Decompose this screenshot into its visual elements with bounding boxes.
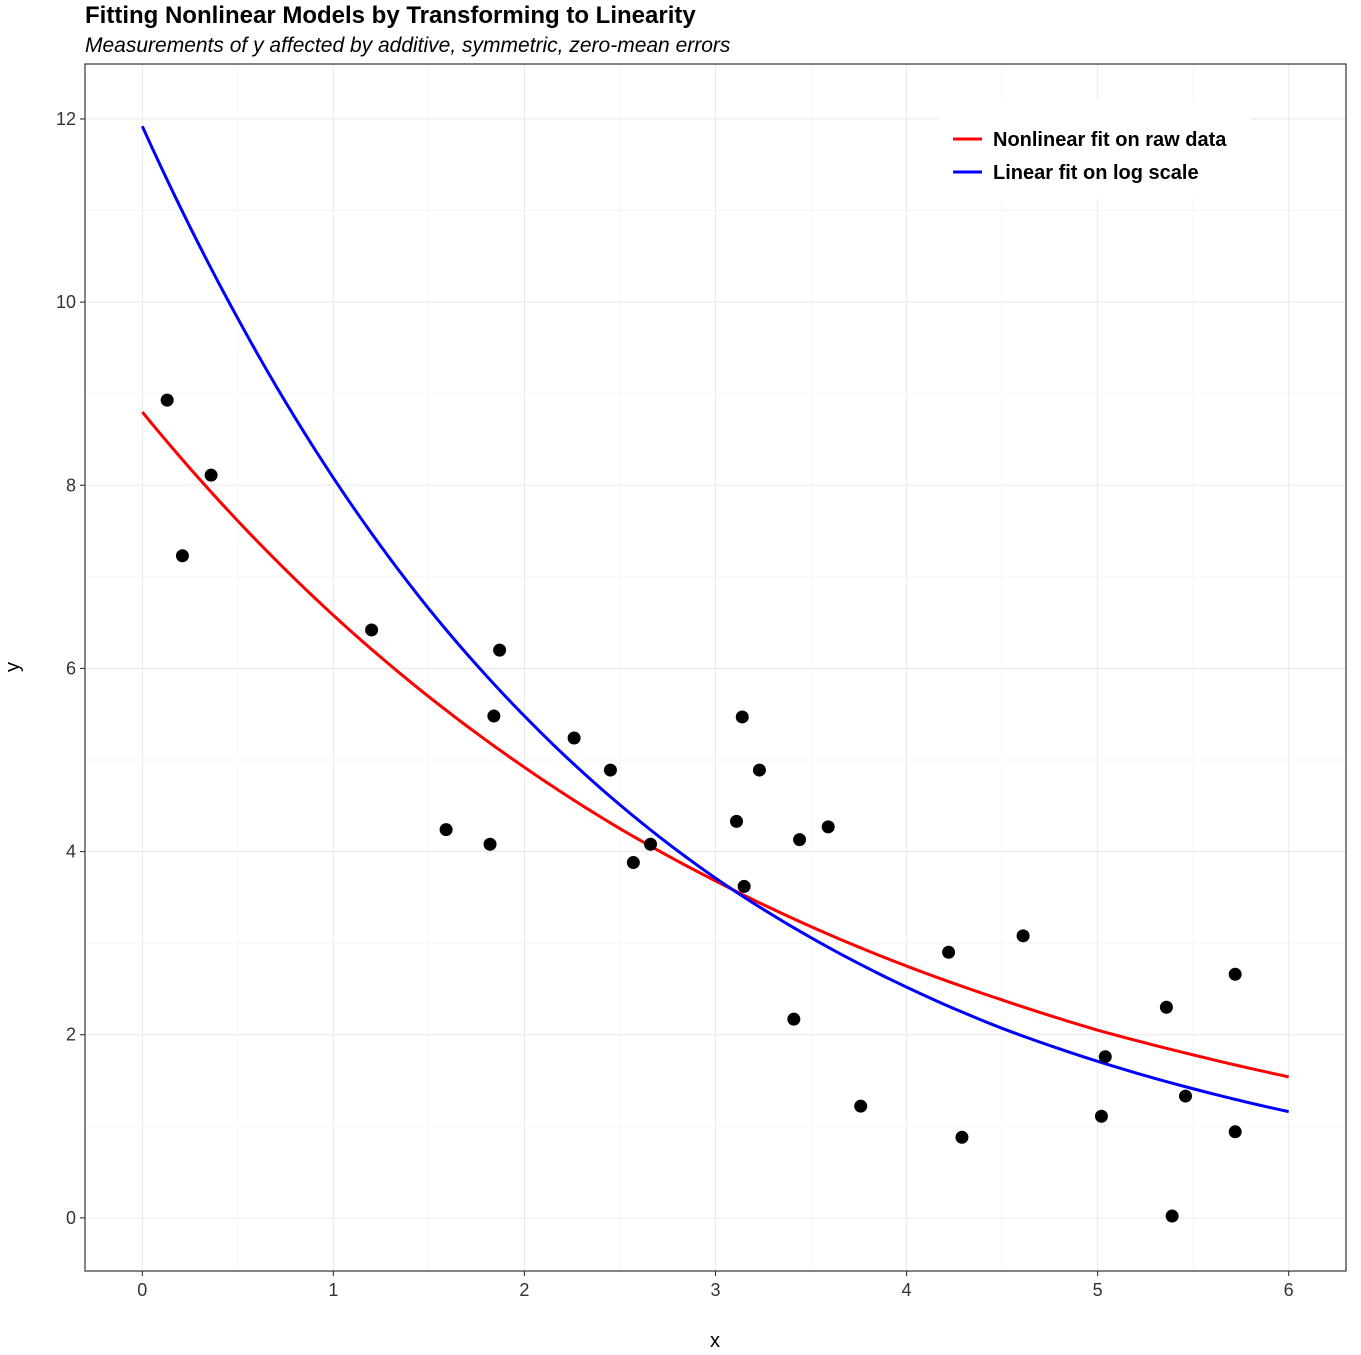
data-point — [204, 468, 218, 482]
data-point — [1159, 1000, 1173, 1014]
legend-label-log-linear: Linear fit on log scale — [993, 162, 1199, 184]
x-tick-label: 6 — [1284, 1280, 1294, 1300]
y-axis-label: y — [2, 662, 24, 672]
data-point — [483, 837, 497, 851]
data-point — [942, 945, 956, 959]
data-point — [160, 393, 174, 407]
x-axis-ticks: 0 1 2 3 4 5 6 — [137, 1271, 1294, 1300]
legend: Nonlinear fit on raw data Linear fit on … — [940, 100, 1250, 198]
data-point — [787, 1012, 801, 1026]
data-point — [567, 731, 581, 745]
data-point — [365, 623, 379, 637]
data-point — [1016, 929, 1030, 943]
data-point — [439, 823, 453, 837]
data-point — [821, 820, 835, 834]
nonlinear-fit-line — [141, 411, 1289, 1079]
data-point — [1098, 1050, 1112, 1064]
data-point — [793, 833, 807, 847]
data-point — [955, 1130, 969, 1144]
data-point — [644, 837, 658, 851]
data-point — [175, 549, 189, 563]
data-point — [603, 763, 617, 777]
data-point — [854, 1099, 868, 1113]
x-tick-label: 3 — [710, 1280, 720, 1300]
y-tick-label: 10 — [56, 292, 76, 312]
data-points — [160, 393, 1242, 1223]
data-point — [1165, 1209, 1179, 1223]
legend-label-nonlinear: Nonlinear fit on raw data — [993, 129, 1227, 151]
x-axis-label: x — [710, 1330, 720, 1352]
x-tick-label: 2 — [519, 1280, 529, 1300]
x-tick-label: 4 — [902, 1280, 912, 1300]
y-tick-label: 0 — [66, 1208, 76, 1228]
log-linear-fit-line — [140, 125, 1290, 1114]
chart-title: Fitting Nonlinear Models by Transforming… — [85, 2, 696, 29]
data-point — [735, 710, 749, 724]
y-axis-ticks: 0 2 4 6 8 10 12 — [56, 109, 85, 1228]
y-tick-label: 2 — [66, 1025, 76, 1045]
data-point — [487, 709, 501, 723]
legend-background — [940, 100, 1250, 198]
data-point — [752, 763, 766, 777]
y-tick-label: 6 — [66, 658, 76, 678]
data-point — [1179, 1089, 1193, 1103]
data-point — [1228, 967, 1242, 981]
data-point — [493, 643, 507, 657]
x-tick-label: 1 — [328, 1280, 338, 1300]
data-point — [1228, 1125, 1242, 1139]
data-point — [730, 814, 744, 828]
x-tick-label: 0 — [137, 1280, 147, 1300]
x-tick-label: 5 — [1093, 1280, 1103, 1300]
chart-subtitle: Measurements of y affected by additive, … — [85, 34, 731, 57]
data-point — [626, 856, 640, 870]
y-tick-label: 12 — [56, 109, 76, 129]
data-point — [737, 879, 751, 893]
y-tick-label: 4 — [66, 842, 76, 862]
fit-lines — [140, 125, 1290, 1114]
y-tick-label: 8 — [66, 475, 76, 495]
data-point — [1094, 1109, 1108, 1123]
